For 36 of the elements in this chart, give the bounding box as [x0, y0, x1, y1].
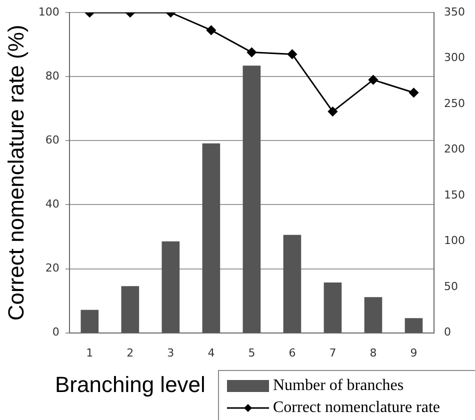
y2-tick-label: 350: [444, 5, 466, 18]
y-axis-title: Correct nomenclature rate (%): [3, 24, 28, 321]
bar: [162, 241, 180, 333]
bar: [121, 286, 140, 333]
bar: [80, 310, 99, 333]
y2-tick-label: 0: [444, 326, 452, 339]
y-tick-label: 80: [45, 70, 60, 82]
y2-tick-label: 100: [444, 234, 466, 248]
bar: [324, 282, 342, 333]
legend-label: Number of branches: [273, 377, 404, 395]
y-tick-label: 0: [52, 326, 60, 339]
x-tick-label: 3: [167, 346, 174, 360]
y2-tick-label: 300: [444, 51, 466, 64]
y-tick-label: 60: [45, 134, 60, 147]
legend-label: Correct nomenclature rate: [273, 399, 440, 417]
x-tick-label: 2: [126, 346, 134, 360]
y2-tick-label: 250: [444, 96, 466, 110]
y-tick-label: 100: [38, 5, 60, 18]
bar: [202, 143, 220, 333]
x-tick-label: 7: [329, 346, 336, 360]
x-tick-label: 1: [86, 346, 94, 360]
bar: [404, 318, 423, 333]
y-tick-label: 40: [45, 198, 60, 211]
x-tick-label: 5: [248, 346, 256, 360]
bar: [364, 297, 382, 333]
y2-tick-label: 50: [444, 280, 458, 293]
x-tick-label: 4: [208, 346, 215, 360]
x-tick-label: 8: [370, 346, 377, 360]
y-tick-label: 20: [45, 262, 60, 275]
x-tick-label: 9: [410, 346, 418, 360]
y2-tick-label: 200: [444, 142, 466, 156]
x-axis-title: Branching level: [55, 372, 206, 398]
bar: [242, 66, 261, 333]
y2-tick-label: 150: [444, 188, 466, 202]
x-tick-label: 6: [288, 346, 296, 360]
bar: [283, 234, 302, 333]
